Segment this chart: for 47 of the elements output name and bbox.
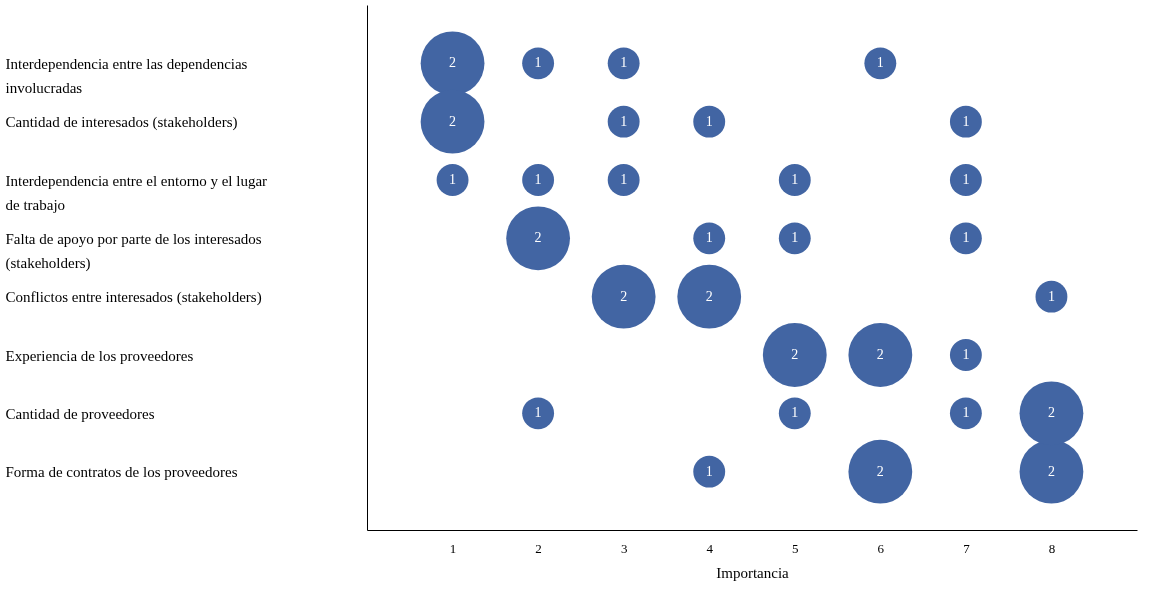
y-tick-label: Conflictos entre interesados (stakeholders) xyxy=(5,289,262,307)
annotation: 1 xyxy=(1047,288,1055,304)
annotation: 1 xyxy=(620,172,628,187)
annotation: 1 xyxy=(962,113,970,129)
y-tick-label: Falta de apoyo por parte de los interesados (stakeholders) xyxy=(5,230,262,272)
x-tick-label: 4 xyxy=(706,540,714,556)
y-tick-label: Forma de contratos de los proveedores xyxy=(5,464,238,481)
annotation: 1 xyxy=(962,405,970,421)
annotation: 2 xyxy=(534,230,542,246)
annotation: 2 xyxy=(1047,405,1055,421)
annotation: 1 xyxy=(534,55,542,71)
annotation: 2 xyxy=(705,288,713,304)
annotation: 1 xyxy=(449,172,457,187)
y-tick-label: Interdependencia entre las dependencias involucradas xyxy=(5,55,248,96)
annotation: 1 xyxy=(791,172,799,187)
annotation: 1 xyxy=(791,230,799,246)
y-tick-label: Cantidad de proveedores xyxy=(5,405,155,422)
x-tick-label: 7 xyxy=(963,540,971,556)
annotation: 1 xyxy=(705,113,713,129)
x-axis-title: Importancia xyxy=(716,564,790,581)
x-tick-label: 6 xyxy=(877,540,885,556)
annotation: 2 xyxy=(791,347,799,362)
annotation: 1 xyxy=(962,172,970,187)
annotation: 2 xyxy=(449,55,457,71)
annotation: 1 xyxy=(962,347,970,362)
annotation: 2 xyxy=(876,463,884,479)
annotation: 2 xyxy=(876,347,884,362)
x-tick-label: 5 xyxy=(792,540,799,556)
annotation: 2 xyxy=(620,288,628,304)
y-tick-label: Experiencia de los proveedores xyxy=(5,347,194,364)
x-tick-label: 1 xyxy=(449,540,457,556)
annotation: 1 xyxy=(620,113,628,129)
annotation: 1 xyxy=(534,405,542,421)
annotation: 1 xyxy=(962,230,970,246)
y-tick-label: Cantidad de interesados (stakeholders) xyxy=(5,114,238,132)
y-tick-label: Interdependencia entre el entorno y el lugar de trabajo xyxy=(5,172,268,213)
annotation: 1 xyxy=(791,405,799,421)
annotation: 2 xyxy=(1047,463,1055,479)
x-tick-label: 3 xyxy=(620,540,628,556)
annotation: 1 xyxy=(705,463,713,479)
annotation: 1 xyxy=(705,230,713,246)
annotation: 1 xyxy=(876,55,884,71)
annotation: 1 xyxy=(620,55,628,71)
x-tick-label: 8 xyxy=(1048,540,1056,556)
annotation: 2 xyxy=(449,113,457,129)
annotation: 1 xyxy=(534,172,542,187)
x-tick-label: 2 xyxy=(535,540,542,556)
